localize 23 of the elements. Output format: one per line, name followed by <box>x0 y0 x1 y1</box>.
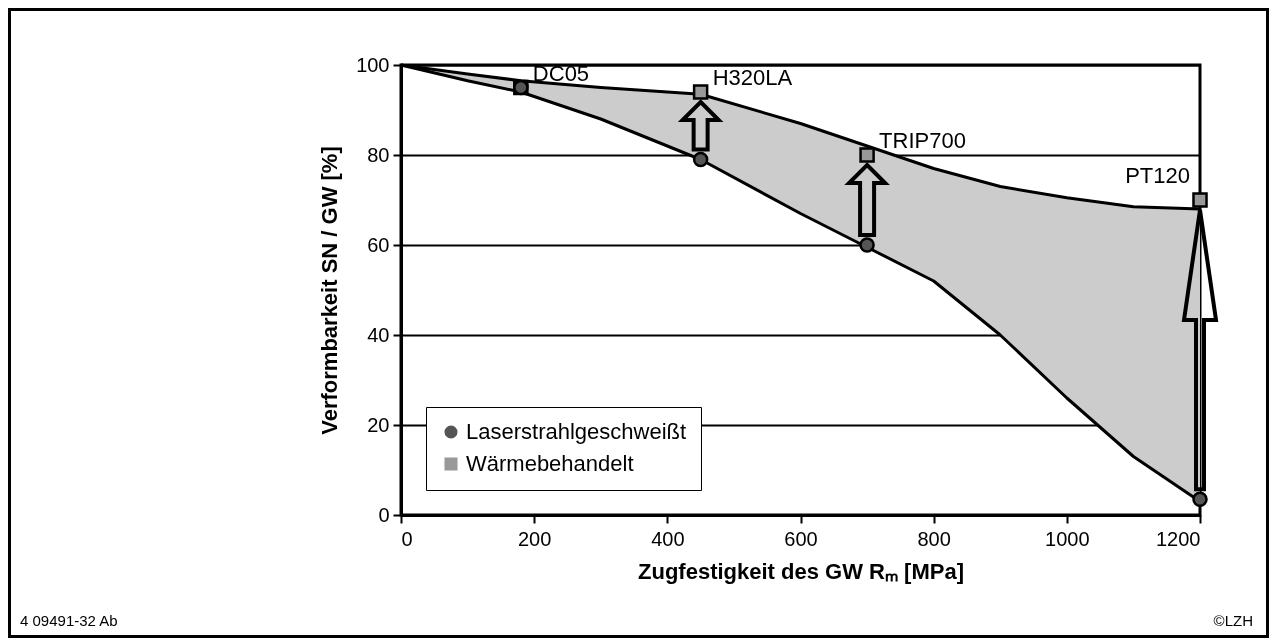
y-tick-label: 60 <box>367 233 390 256</box>
y-tick-label: 20 <box>367 413 390 436</box>
annotation: TRIP700 <box>879 128 966 153</box>
x-tick-label: 600 <box>784 527 818 550</box>
y-axis-title: Verformbarkeit SN / GW [%] <box>317 146 343 435</box>
x-tick-label: 800 <box>917 527 951 550</box>
annotation: H320LA <box>712 65 793 90</box>
x-tick-label: 200 <box>517 527 552 550</box>
text: ©LZH <box>1213 612 1253 629</box>
text: 4 09491-32 Ab <box>20 612 118 629</box>
x-axis-title: Zugfestigkeit des GW Rₘ [MPa] <box>638 558 964 584</box>
annotation: DC05 <box>532 60 590 86</box>
y-tick-label: 80 <box>367 143 390 166</box>
legend-label: Wärmebehandelt <box>466 451 634 476</box>
x-tick-label: 1000 <box>1045 527 1090 550</box>
annotation: PT120 <box>1125 163 1190 188</box>
x-tick-label: 400 <box>651 527 685 550</box>
x-tick-label: 1200 <box>1156 527 1201 550</box>
y-tick-label: 40 <box>367 323 390 346</box>
y-tick-label: 0 <box>378 503 390 526</box>
y-tick-label: 100 <box>356 53 390 76</box>
x-tick-label: 0 <box>401 527 413 550</box>
legend-label: Laserstrahlgeschweißt <box>466 419 687 444</box>
